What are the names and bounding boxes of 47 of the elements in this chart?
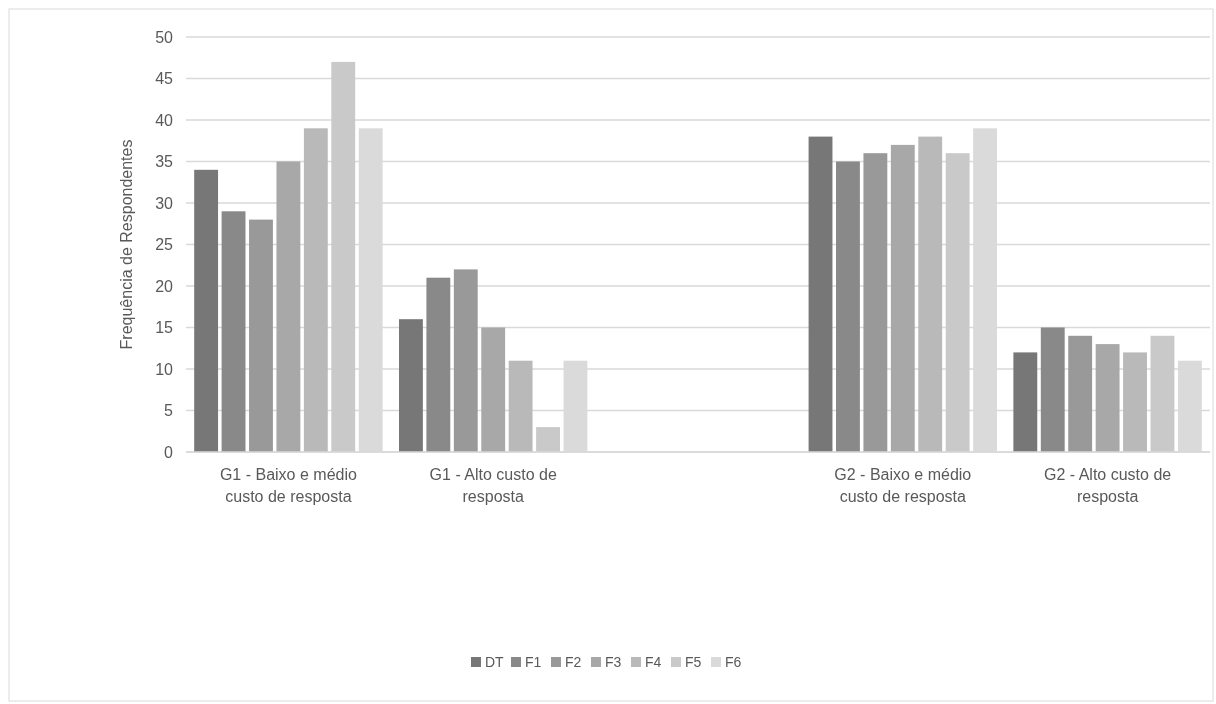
x-tick-label: G1 - Alto custo de resposta xyxy=(429,466,557,505)
bar xyxy=(1068,335,1093,452)
bar xyxy=(276,161,301,452)
bar xyxy=(303,128,328,452)
legend-label: F1 xyxy=(525,653,542,670)
y-tick-label: 40 xyxy=(155,111,174,129)
bar xyxy=(508,360,533,452)
x-tick-label: G2 - Baixo e médio custo de resposta xyxy=(834,466,972,505)
bar xyxy=(481,327,506,452)
y-tick-label: 20 xyxy=(155,277,174,295)
legend-label: F5 xyxy=(685,653,702,670)
y-tick-label: 35 xyxy=(155,153,174,171)
bar xyxy=(863,153,888,452)
bar xyxy=(194,169,219,452)
bar xyxy=(221,211,246,452)
bar xyxy=(331,61,356,452)
legend-label: DT xyxy=(485,653,505,670)
y-tick-label: 45 xyxy=(155,70,174,88)
y-tick-label: 30 xyxy=(155,194,174,212)
bar xyxy=(890,144,915,452)
bar xyxy=(1013,352,1038,452)
bar xyxy=(918,136,943,452)
legend-label: F3 xyxy=(605,653,622,670)
y-axis-title: Frequência de Respondentes xyxy=(118,139,135,350)
y-tick-label: 5 xyxy=(164,402,174,420)
bar xyxy=(1095,344,1120,452)
legend-label: F6 xyxy=(725,653,742,670)
bar xyxy=(1040,327,1065,452)
legend-label: F2 xyxy=(565,653,582,670)
y-tick-label: 25 xyxy=(155,236,174,254)
bar xyxy=(536,427,560,452)
y-tick-label: 50 xyxy=(155,28,174,46)
bar xyxy=(945,153,970,452)
bar xyxy=(426,277,451,452)
y-tick-label: 10 xyxy=(155,360,174,378)
y-tick-label: 15 xyxy=(155,319,174,337)
bar xyxy=(1150,335,1175,452)
x-tick-label: G1 - Baixo e médio custo de resposta xyxy=(219,466,357,505)
bar xyxy=(808,136,833,452)
bar xyxy=(453,269,478,452)
y-tick-label: 0 xyxy=(164,443,174,461)
legend-label: F4 xyxy=(645,653,662,670)
bar xyxy=(398,319,423,452)
x-tick-label: G2 - Alto custo de resposta xyxy=(1044,466,1172,505)
bar xyxy=(249,219,273,452)
bar xyxy=(836,161,860,452)
bar xyxy=(1123,352,1147,452)
